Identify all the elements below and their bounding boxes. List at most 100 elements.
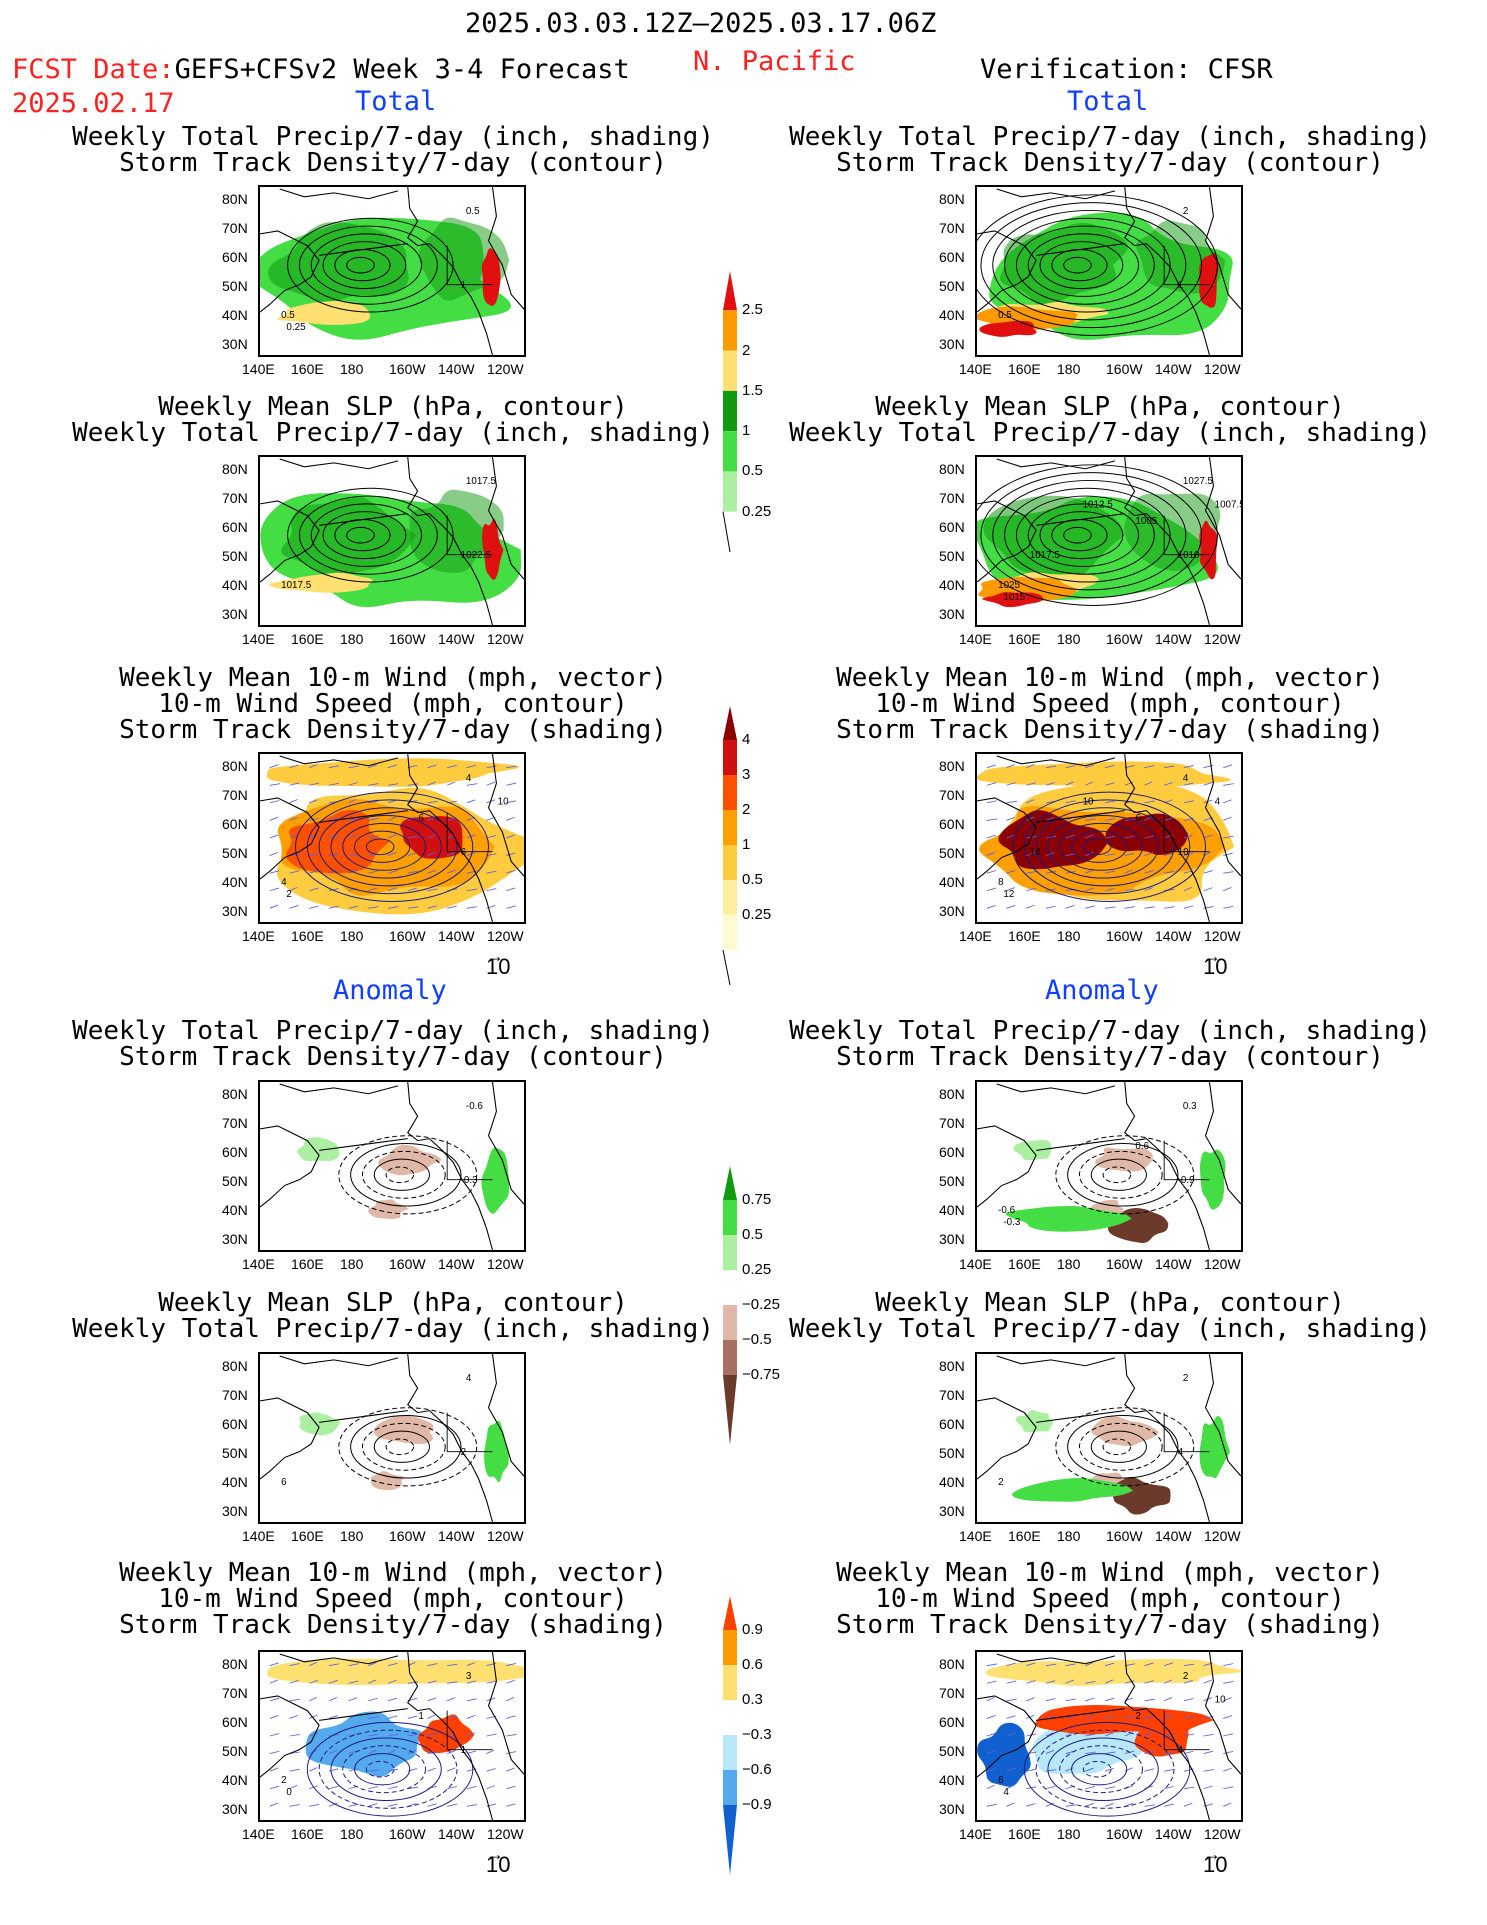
coastline <box>1204 187 1241 310</box>
precip-anomaly-shading <box>1011 1478 1134 1502</box>
wind-vector <box>486 1749 495 1754</box>
wind-vector <box>309 1679 318 1684</box>
wind-vector <box>506 800 517 804</box>
lon-tick-label: 180 <box>1057 1256 1081 1272</box>
lat-tick-label: 50N <box>939 1445 965 1461</box>
wind-vector <box>986 1732 996 1737</box>
contour-label: 3 <box>466 1671 472 1682</box>
colorbar-label: 2 <box>742 341 751 359</box>
lat-tick-label: 60N <box>939 519 965 535</box>
wind-vector <box>1164 1785 1174 1790</box>
lat-tick-label: 40N <box>939 307 965 323</box>
wind-vector <box>1104 853 1116 857</box>
contour-label: 6 <box>281 1477 287 1488</box>
lt-slp-title: Weekly Mean SLP (hPa, contour) Weekly Tot… <box>63 394 723 446</box>
wind-vector <box>506 1751 517 1755</box>
wind-vector <box>387 1697 398 1702</box>
contour-label: 2 <box>1135 1711 1140 1722</box>
wind-vector <box>348 1803 359 1807</box>
wind-vector <box>328 1697 338 1702</box>
coastline <box>487 1652 524 1775</box>
contour-line <box>980 472 1203 599</box>
wind-vector <box>348 834 358 839</box>
vector-reference: → 10 <box>1203 946 1227 980</box>
lat-tick-label: 70N <box>939 1387 965 1403</box>
wind-vector <box>1026 782 1036 786</box>
wind-vector <box>1183 1802 1193 1807</box>
wind-vector <box>1085 1785 1095 1790</box>
wind-vector <box>309 834 319 839</box>
coastline <box>319 513 408 526</box>
colorbar-swatch <box>723 1700 737 1735</box>
contour-line <box>1082 1760 1112 1778</box>
rt-precip-map: 2 1 0.5 <box>975 185 1243 357</box>
wind-vector <box>447 764 457 769</box>
coastline <box>996 1355 1116 1367</box>
wind-vector <box>269 834 279 839</box>
colorbar-swatch <box>723 1735 737 1770</box>
lon-tick-label: 160E <box>291 1826 324 1842</box>
precip-anomaly-shading <box>1015 1410 1054 1433</box>
contour-label: 1017.5 <box>281 580 312 591</box>
wind-vector <box>368 906 379 909</box>
wind-vector <box>328 1679 338 1684</box>
lon-tick-label: 140W <box>1155 361 1192 377</box>
colorbar-label: 4 <box>742 731 751 748</box>
storm-anomaly-shading <box>267 1658 524 1686</box>
colorbar-precip_anom <box>723 1166 737 1445</box>
wind-vector <box>269 800 280 804</box>
wind-vector <box>309 1661 318 1667</box>
panel-title-line: Weekly Total Precip/7-day (inch, shading… <box>789 418 1431 448</box>
wind-vector <box>1006 800 1017 804</box>
lat-tick-label: 50N <box>222 845 248 861</box>
wind-vector <box>1164 1714 1173 1719</box>
vector-reference-arrow-icon: → <box>486 1844 504 1864</box>
lat-tick-label: 80N <box>222 758 248 774</box>
storm-anomaly-shading <box>1034 1704 1214 1735</box>
wind-vector <box>506 765 517 769</box>
political-boundary <box>446 812 493 853</box>
contour-line <box>365 838 395 856</box>
wind-vector <box>1045 905 1056 909</box>
wind-vector <box>1085 834 1094 839</box>
coastline <box>996 755 1116 767</box>
wind-vector <box>348 1768 359 1772</box>
wind-vector <box>1183 1680 1193 1684</box>
colorbar-swatch <box>723 310 737 351</box>
wind-vector <box>1085 1680 1096 1684</box>
contour-line <box>1059 822 1143 871</box>
contour-label: 4 <box>1003 1787 1009 1798</box>
contour-line <box>318 1729 458 1809</box>
wind-vector <box>466 1698 477 1702</box>
wind-vector <box>447 817 457 821</box>
wind-vector <box>986 887 997 892</box>
contour-line <box>318 807 458 887</box>
wind-vector <box>986 800 997 804</box>
wind-vector <box>368 783 379 786</box>
contour-label: 4 <box>1215 796 1221 807</box>
wind-vector <box>1223 835 1234 839</box>
colorbar-label: 0.5 <box>742 1226 763 1243</box>
lat-tick-label: 70N <box>222 1387 248 1403</box>
wind-vector <box>486 765 497 769</box>
contour-label: 4 <box>1183 773 1189 784</box>
panel-title-line: Storm Track Density/7-day (contour) <box>119 1042 667 1072</box>
contour-label: 1027.5 <box>1183 476 1214 487</box>
colorbar-swatch <box>723 1630 737 1665</box>
wind-vector <box>446 1767 456 1772</box>
wind-vector <box>1223 905 1234 909</box>
lon-tick-label: 140E <box>242 928 275 944</box>
wind-vector <box>1104 1662 1115 1667</box>
wind-vector <box>1164 1751 1175 1755</box>
contour-label: 6 <box>998 1775 1004 1786</box>
wind-vector <box>368 852 378 857</box>
la-wind-title: Weekly Mean 10-m Wind (mph, vector) 10-m … <box>63 1560 723 1638</box>
coastline <box>1204 1082 1241 1205</box>
lat-tick-label: 80N <box>939 191 965 207</box>
coastline <box>1204 754 1241 877</box>
wind-vector <box>1026 887 1036 892</box>
wind-vector <box>1045 1785 1056 1790</box>
coastline <box>977 1695 1037 1778</box>
wind-vector <box>1223 1802 1232 1807</box>
wind-vector <box>506 887 516 892</box>
